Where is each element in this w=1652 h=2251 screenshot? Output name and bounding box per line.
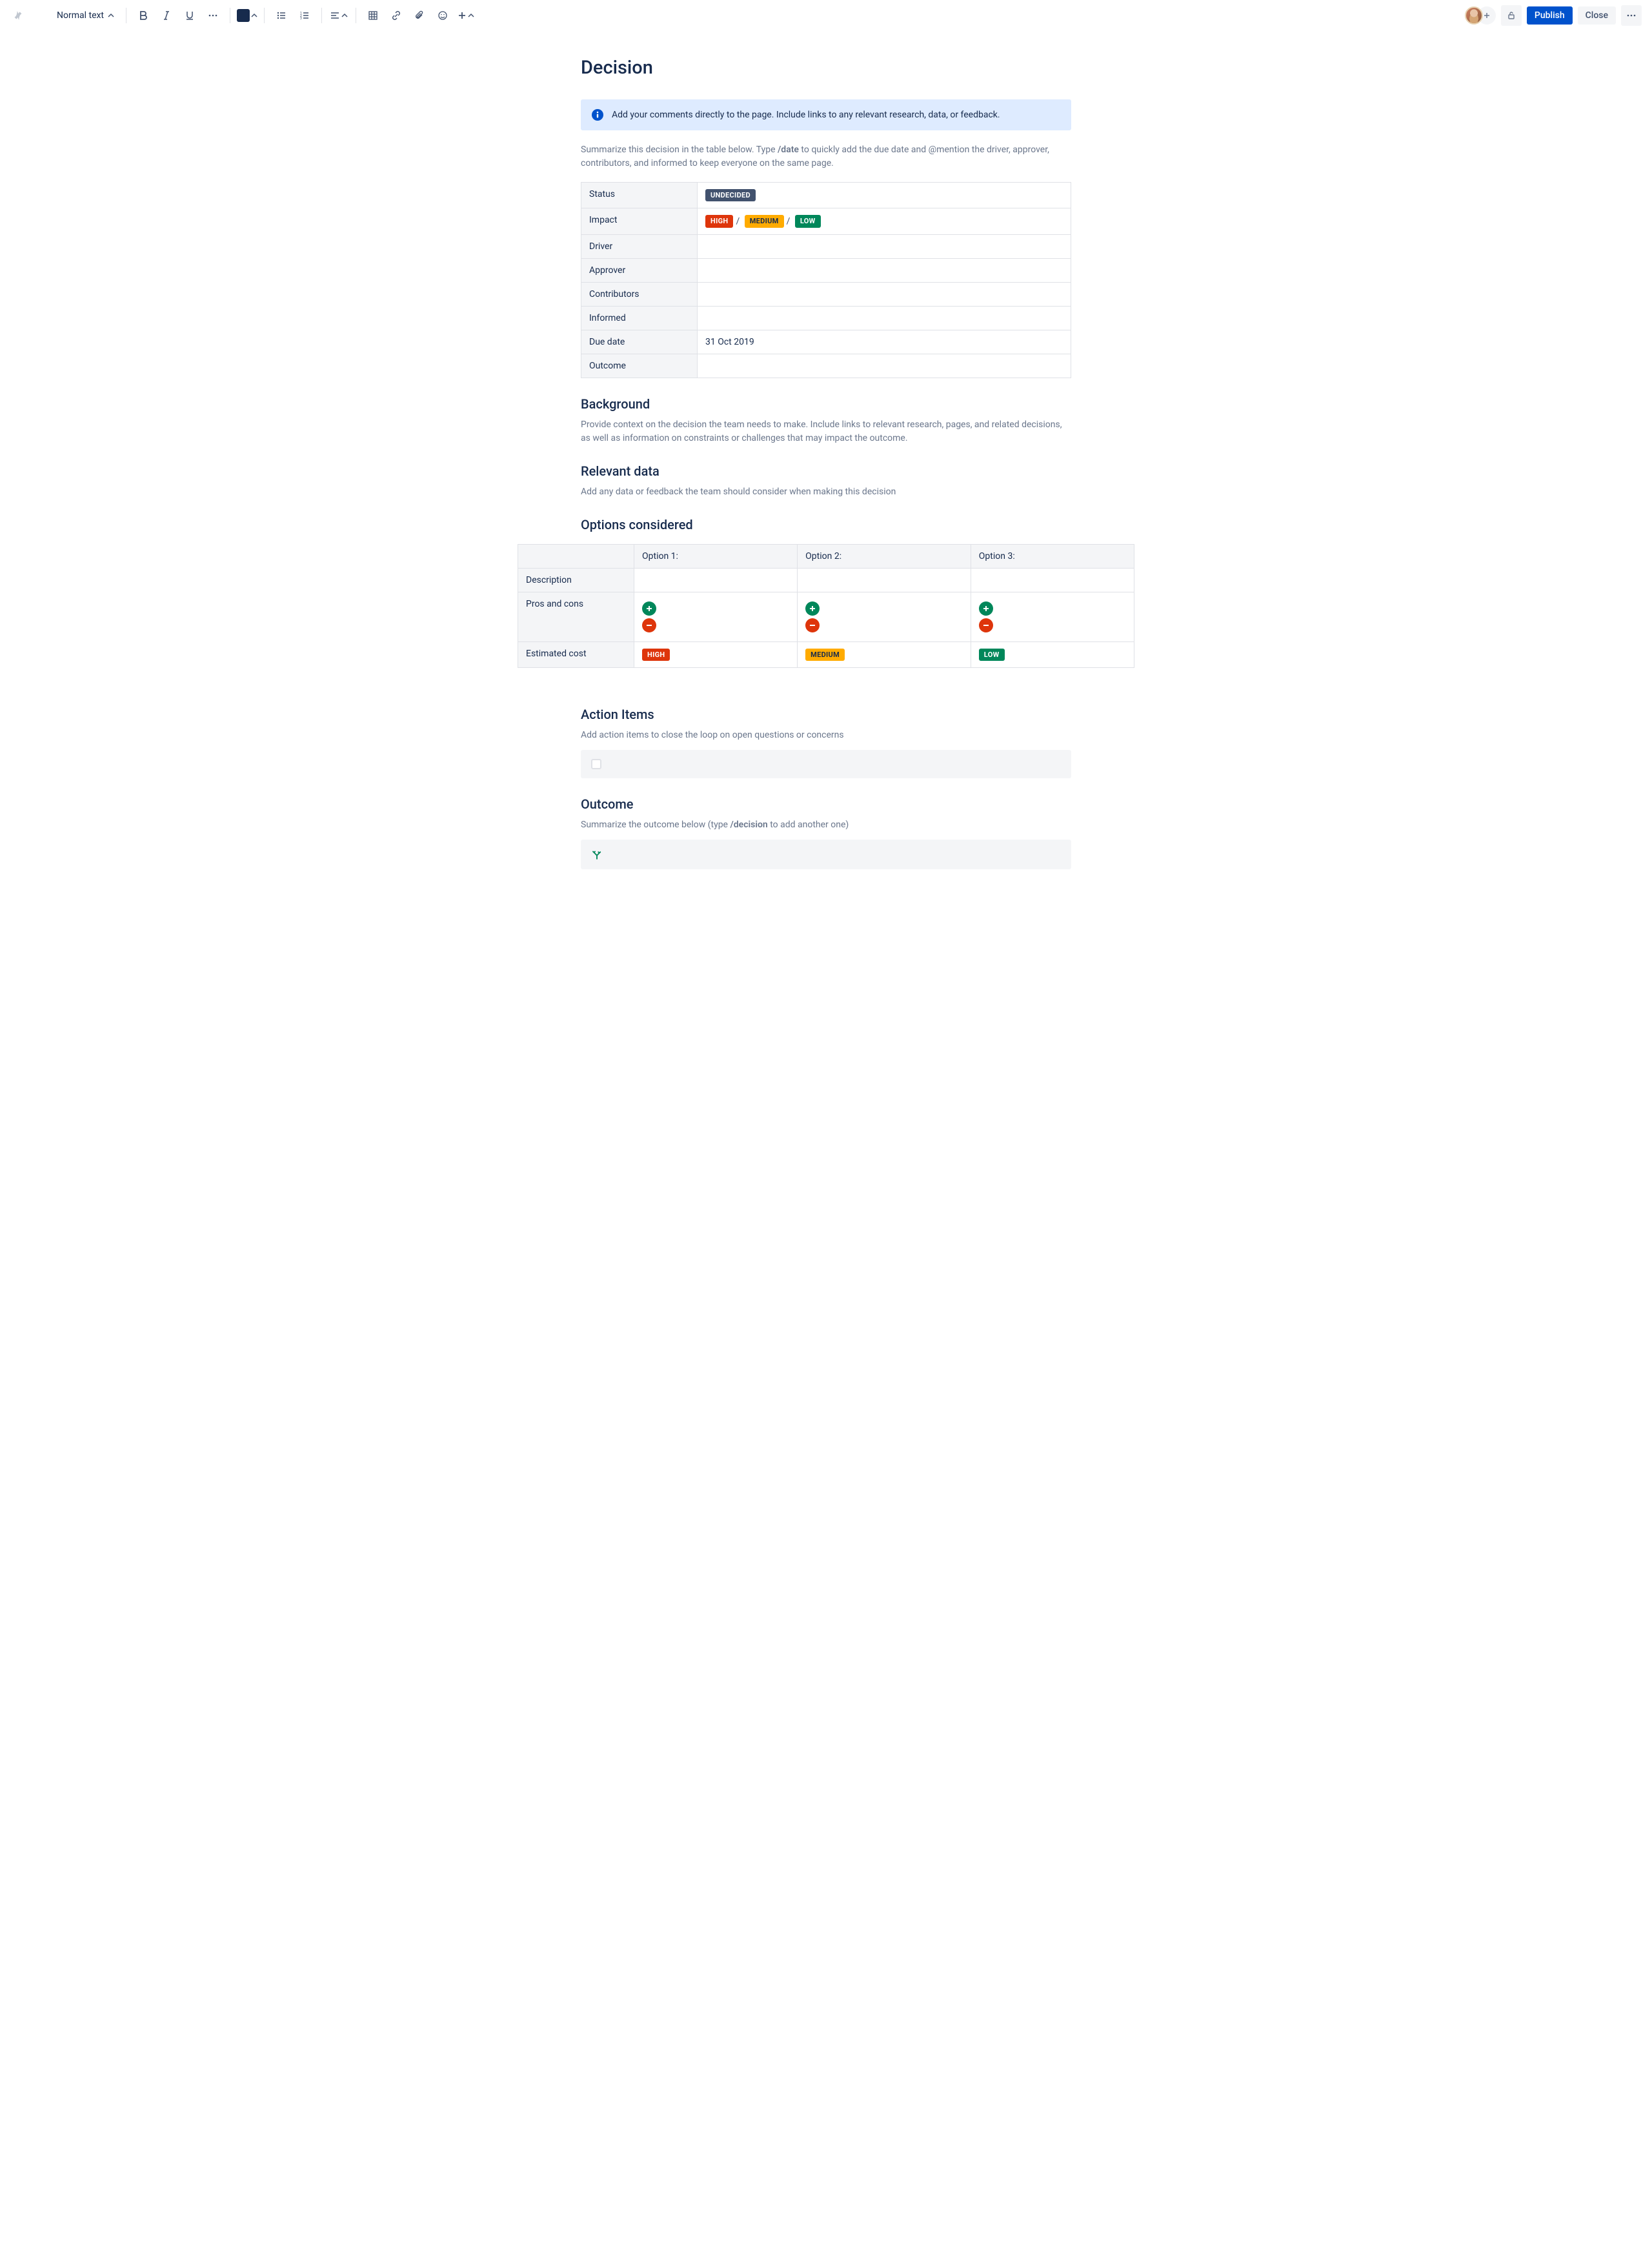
- meta-label-status: Status: [581, 183, 698, 208]
- plus-icon: [642, 601, 656, 616]
- meta-label-driver: Driver: [581, 234, 698, 258]
- meta-value-contributors[interactable]: [698, 282, 1071, 306]
- page-title[interactable]: Decision: [581, 57, 1071, 79]
- option-1-pros[interactable]: [634, 592, 798, 641]
- summary-helper[interactable]: Summarize this decision in the table bel…: [581, 143, 1071, 170]
- impact-medium-lozenge: MEDIUM: [745, 215, 784, 227]
- meta-label-contributors: Contributors: [581, 282, 698, 306]
- chevron-up-icon: [468, 12, 474, 19]
- text-style-label: Normal text: [57, 10, 104, 21]
- link-button[interactable]: [386, 5, 407, 26]
- options-table[interactable]: Option 1: Option 2: Option 3: Descriptio…: [518, 544, 1134, 668]
- meta-label-outcome: Outcome: [581, 354, 698, 378]
- options-row-cost: Estimated cost: [518, 641, 634, 667]
- underline-button[interactable]: [179, 5, 200, 26]
- meta-value-outcome[interactable]: [698, 354, 1071, 378]
- option-2-pros[interactable]: [798, 592, 971, 641]
- meta-value-approver[interactable]: [698, 258, 1071, 282]
- meta-label-impact: Impact: [581, 208, 698, 234]
- minus-icon: [642, 618, 656, 632]
- option-2-description[interactable]: [798, 568, 971, 592]
- meta-label-informed: Informed: [581, 306, 698, 330]
- more-formatting-button[interactable]: [203, 5, 223, 26]
- option-3-header[interactable]: Option 3:: [971, 544, 1134, 568]
- relevant-data-heading[interactable]: Relevant data: [581, 463, 1071, 479]
- meta-label-approver: Approver: [581, 258, 698, 282]
- meta-label-due-date: Due date: [581, 330, 698, 354]
- outcome-helper[interactable]: Summarize the outcome below (type /decis…: [581, 818, 1071, 832]
- background-helper[interactable]: Provide context on the decision the team…: [581, 418, 1071, 445]
- bullet-list-button[interactable]: [271, 5, 292, 26]
- option-1-header[interactable]: Option 1:: [634, 544, 798, 568]
- chevron-up-icon: [251, 12, 257, 19]
- table-button[interactable]: [363, 5, 383, 26]
- options-row-description: Description: [518, 568, 634, 592]
- option-1-cost[interactable]: HIGH: [634, 641, 798, 667]
- minus-icon: [805, 618, 820, 632]
- meta-value-impact[interactable]: HIGH/ MEDIUM/ LOW: [698, 208, 1071, 234]
- meta-table[interactable]: Status UNDECIDED Impact HIGH/ MEDIUM/ LO…: [581, 182, 1071, 378]
- options-row-pros: Pros and cons: [518, 592, 634, 641]
- task-checkbox[interactable]: [591, 759, 601, 769]
- bold-button[interactable]: [133, 5, 154, 26]
- page-content: Decision Add your comments directly to t…: [581, 31, 1071, 921]
- text-style-dropdown[interactable]: Normal text: [52, 8, 119, 23]
- svg-text:3: 3: [300, 17, 302, 21]
- action-items-helper[interactable]: Add action items to close the loop on op…: [581, 729, 1071, 742]
- italic-button[interactable]: [156, 5, 177, 26]
- toolbar-divider: [264, 8, 265, 23]
- relevant-data-helper[interactable]: Add any data or feedback the team should…: [581, 485, 1071, 499]
- plus-icon: [979, 601, 993, 616]
- impact-high-lozenge: HIGH: [705, 215, 733, 227]
- outcome-heading[interactable]: Outcome: [581, 796, 1071, 812]
- restrictions-button[interactable]: [1501, 5, 1522, 26]
- chevron-up-icon: [341, 12, 348, 19]
- option-3-pros[interactable]: [971, 592, 1134, 641]
- more-actions-button[interactable]: [1621, 5, 1642, 26]
- status-lozenge: UNDECIDED: [705, 189, 756, 201]
- task-panel[interactable]: [581, 750, 1071, 778]
- meta-value-due-date[interactable]: 31 Oct 2019: [698, 330, 1071, 354]
- decision-panel[interactable]: [581, 840, 1071, 869]
- info-panel[interactable]: Add your comments directly to the page. …: [581, 99, 1071, 130]
- options-corner-cell: [518, 544, 634, 568]
- background-heading[interactable]: Background: [581, 396, 1071, 412]
- color-swatch: [237, 9, 250, 22]
- options-heading[interactable]: Options considered: [581, 517, 1071, 532]
- close-button[interactable]: Close: [1578, 6, 1616, 25]
- numbered-list-button[interactable]: 123: [294, 5, 315, 26]
- meta-value-informed[interactable]: [698, 306, 1071, 330]
- text-color-button[interactable]: [237, 5, 257, 26]
- publish-button[interactable]: Publish: [1527, 6, 1573, 25]
- cost-low-lozenge: LOW: [979, 649, 1005, 661]
- minus-icon: [979, 618, 993, 632]
- cost-medium-lozenge: MEDIUM: [805, 649, 845, 661]
- option-2-cost[interactable]: MEDIUM: [798, 641, 971, 667]
- action-items-heading[interactable]: Action Items: [581, 707, 1071, 722]
- plus-icon: [805, 601, 820, 616]
- app-logo[interactable]: [10, 8, 26, 23]
- cost-high-lozenge: HIGH: [642, 649, 670, 661]
- option-1-description[interactable]: [634, 568, 798, 592]
- info-icon: [591, 108, 604, 121]
- option-3-cost[interactable]: LOW: [971, 641, 1134, 667]
- user-avatar[interactable]: [1465, 6, 1483, 25]
- decision-icon: [591, 849, 603, 860]
- chevron-up-icon: [108, 12, 114, 19]
- impact-low-lozenge: LOW: [795, 215, 821, 227]
- attachment-button[interactable]: [409, 5, 430, 26]
- emoji-button[interactable]: [432, 5, 453, 26]
- meta-value-status[interactable]: UNDECIDED: [698, 183, 1071, 208]
- insert-button[interactable]: [456, 5, 476, 26]
- toolbar-divider: [321, 8, 322, 23]
- info-panel-text: Add your comments directly to the page. …: [612, 110, 1000, 120]
- align-button[interactable]: [328, 5, 349, 26]
- option-3-description[interactable]: [971, 568, 1134, 592]
- meta-value-driver[interactable]: [698, 234, 1071, 258]
- option-2-header[interactable]: Option 2:: [798, 544, 971, 568]
- editor-toolbar: Normal text 123 Publish Close: [0, 0, 1652, 31]
